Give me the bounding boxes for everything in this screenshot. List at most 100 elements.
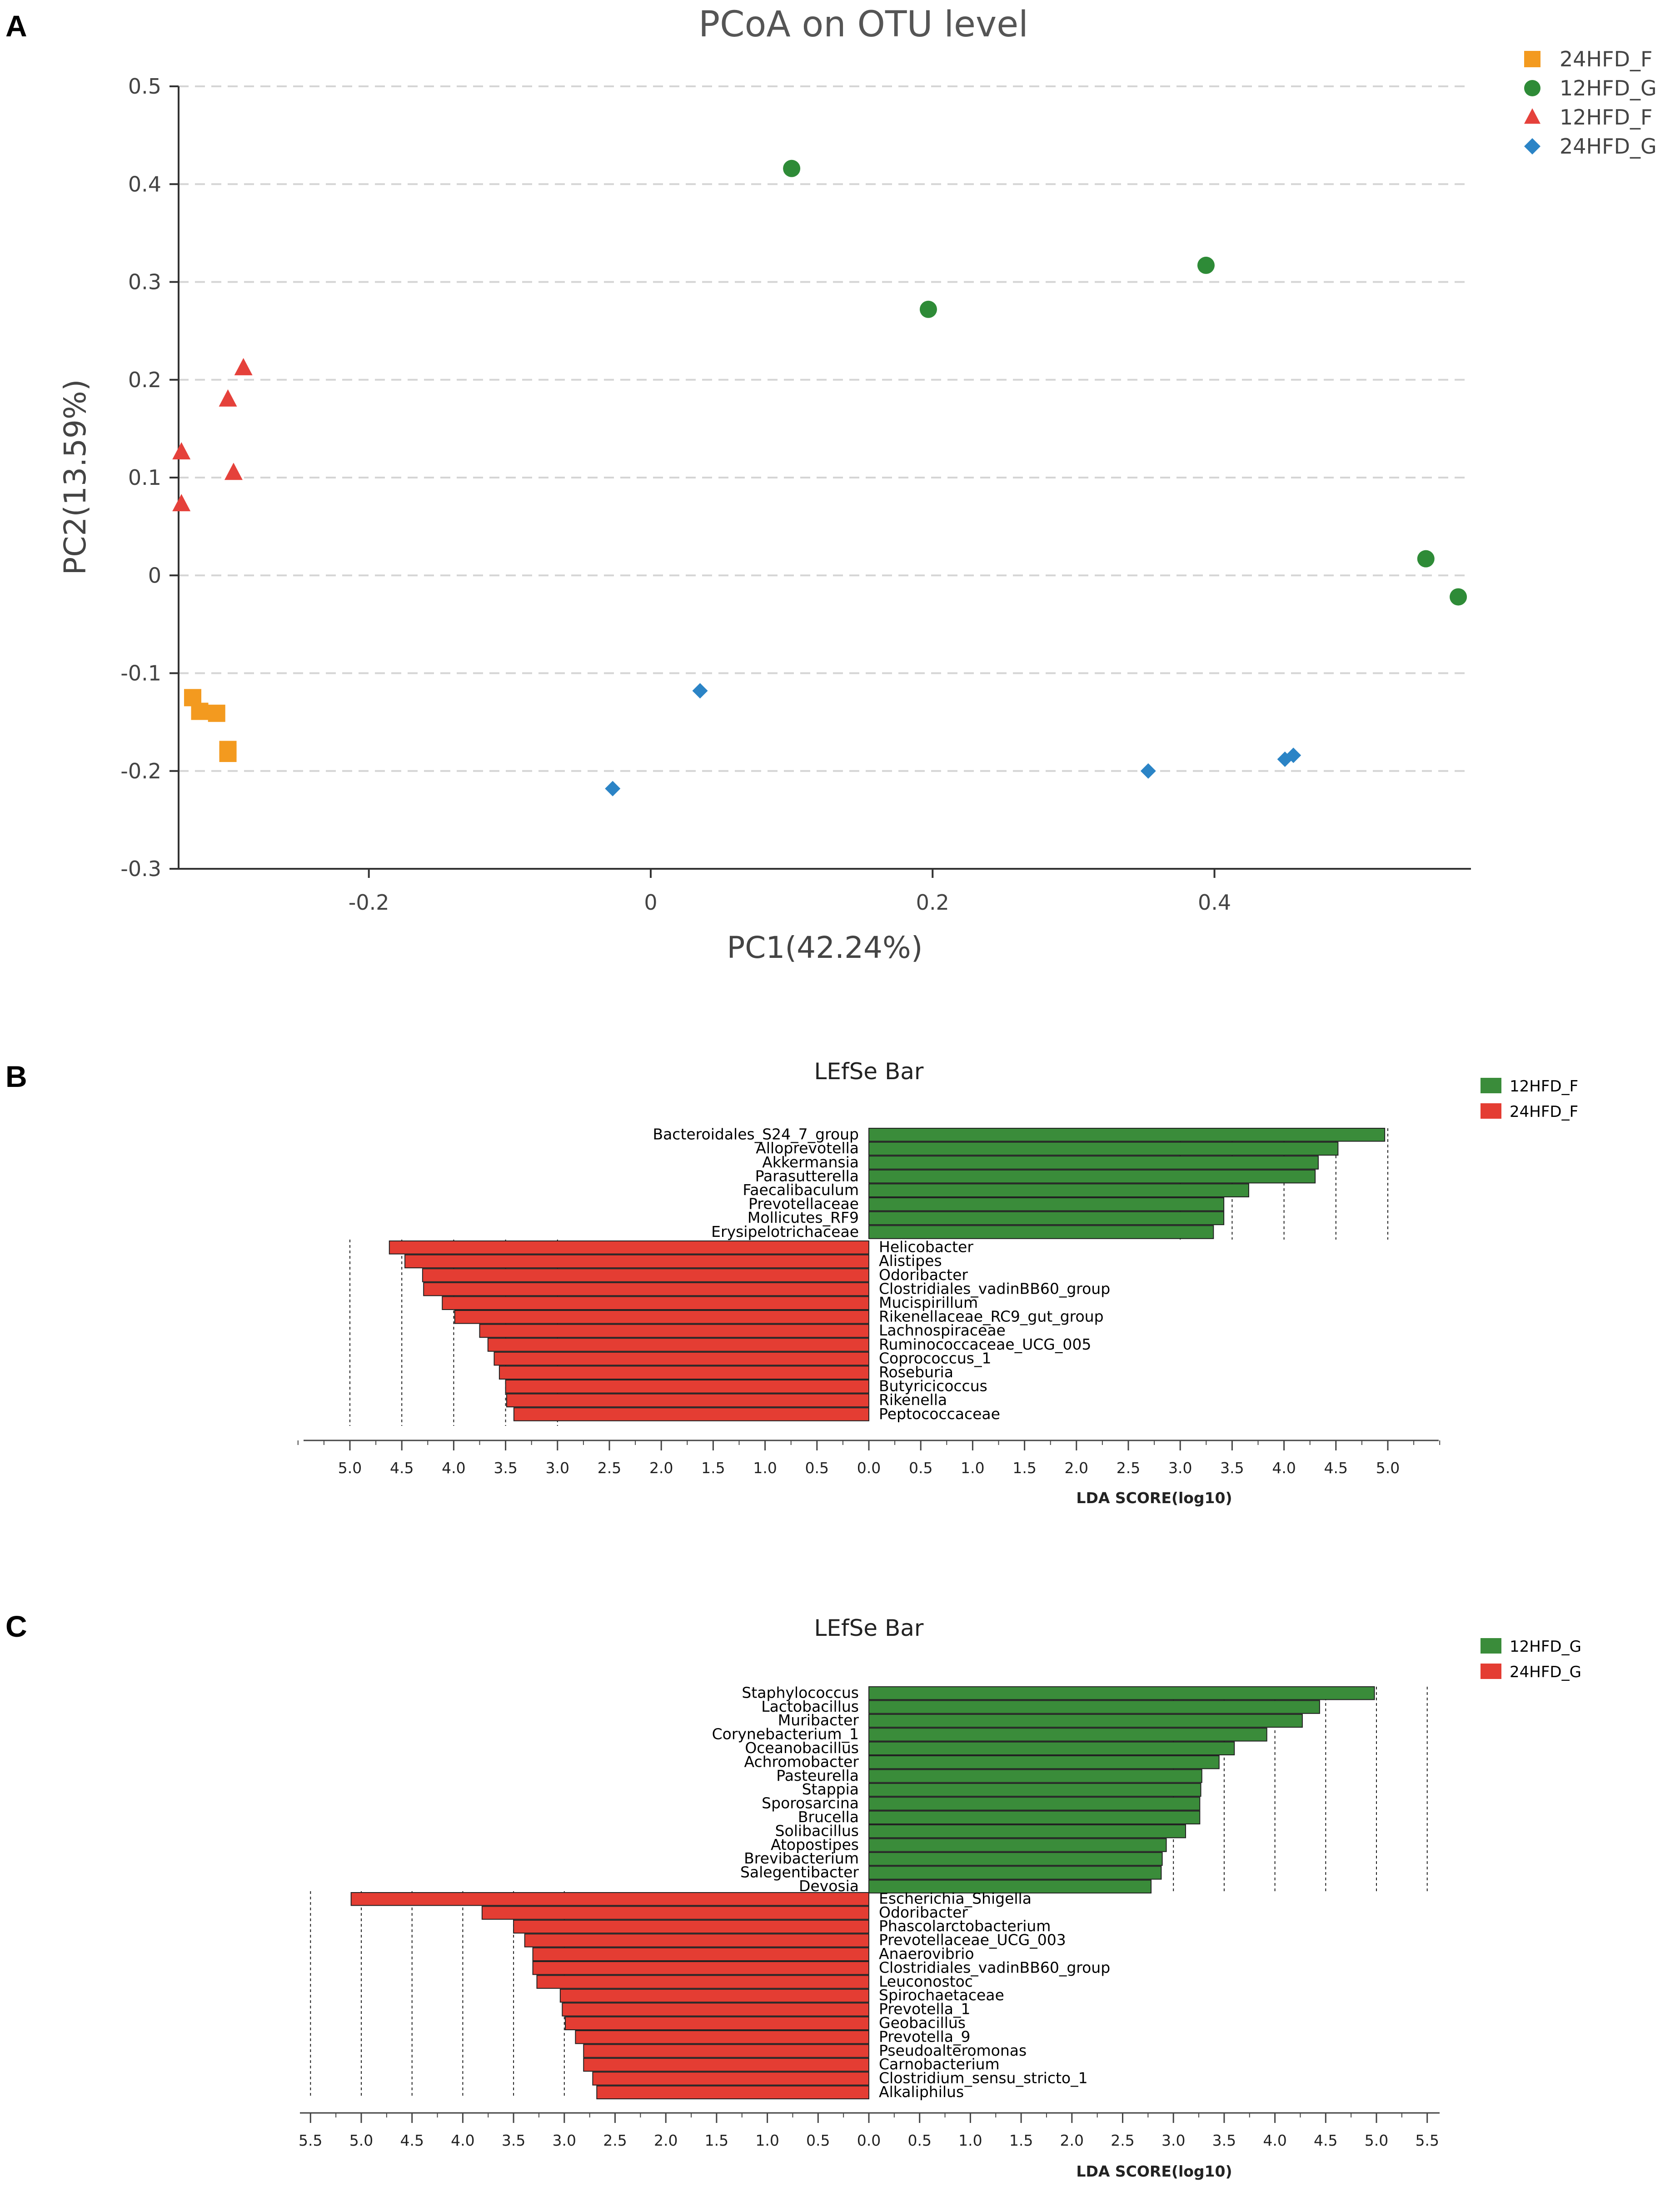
pcoa-point-24HFD_F xyxy=(208,704,225,722)
lefse-x-tick-label: 3.5 xyxy=(502,2132,525,2149)
lefse-bar-12HFD_F xyxy=(868,1128,1386,1142)
lefse-legend-label-24HFD_F: 24HFD_F xyxy=(1510,1103,1578,1121)
pcoa-point-12HFD_F xyxy=(219,389,237,407)
lefse-legend-label-12HFD_G: 12HFD_G xyxy=(1510,1638,1581,1656)
lefse-x-tick-label: 4.5 xyxy=(1324,1459,1348,1477)
lefse-bar-24HFD_F xyxy=(513,1407,869,1421)
lefse-bar-24HFD_G xyxy=(583,2044,869,2058)
lefse-bar-24HFD_F xyxy=(404,1254,869,1269)
lefse-bar-24HFD_G xyxy=(559,1988,869,2003)
lefse-x-tick-label: 2.5 xyxy=(603,2132,627,2149)
lefse-bar-12HFD_F xyxy=(868,1211,1225,1226)
lefse-bar-label: Mucispirillum xyxy=(879,1294,978,1311)
lefse-bar-12HFD_F xyxy=(868,1141,1339,1156)
lefse-x-tick-label: 1.0 xyxy=(958,2132,982,2149)
lefse-x-tick-label: 0.5 xyxy=(909,1459,932,1477)
lefse-x-tick-label: 5.0 xyxy=(1365,2132,1388,2149)
lefse-bar-24HFD_F xyxy=(422,1268,869,1282)
pcoa-legend-marker-24HFD_F xyxy=(1524,51,1540,67)
pcoa-legend-marker-24HFD_G xyxy=(1524,138,1540,154)
lefse-x-tick-label: 2.0 xyxy=(649,1459,673,1477)
lefse-bar-label: Alkaliphilus xyxy=(879,2083,964,2101)
lefse-bar-24HFD_G xyxy=(513,1919,869,1934)
lefse-bar-label: Butyricicoccus xyxy=(879,1377,987,1395)
lefse-b-x-axis-label: LDA SCORE(log10) xyxy=(1076,1489,1232,1507)
lefse-x-tick-label: 4.5 xyxy=(1314,2132,1337,2149)
lefse-bar-label: Pasteurella xyxy=(776,1767,859,1784)
lefse-bar-12HFD_G xyxy=(868,1769,1202,1783)
lefse-bar-label: Clostridiales_vadinBB60_group xyxy=(879,1280,1110,1297)
lefse-bar-24HFD_G xyxy=(532,1947,869,1962)
pcoa-y-tick-label: 0 xyxy=(148,563,161,588)
pcoa-y-tick-label: -0.3 xyxy=(120,857,161,881)
lefse-chart-c: LEfSe Bar StaphylococcusLactobacillusMur… xyxy=(299,1615,1581,2180)
lefse-x-tick-label: 2.5 xyxy=(598,1459,621,1477)
lefse-bar-24HFD_G xyxy=(575,2030,869,2044)
lefse-bar-label: Prevotellaceae xyxy=(748,1195,859,1213)
lefse-bar-12HFD_G xyxy=(868,1686,1375,1700)
pcoa-point-12HFD_F xyxy=(172,442,191,460)
lefse-chart-b: LEfSe Bar Bacteroidales_S24_7_groupAllop… xyxy=(297,1058,1578,1507)
lefse-bar-label: Parasutterella xyxy=(755,1167,859,1185)
lefse-legend-label-24HFD_G: 24HFD_G xyxy=(1510,1663,1581,1681)
pcoa-legend-label-12HFD_F: 12HFD_F xyxy=(1560,105,1652,130)
lefse-x-tick-label: 0.5 xyxy=(806,2132,830,2149)
lefse-x-tick-label: 4.5 xyxy=(400,2132,424,2149)
lefse-x-tick-label: 3.5 xyxy=(1212,2132,1236,2149)
lefse-bar-24HFD_G xyxy=(481,1906,869,1920)
lefse-bar-12HFD_G xyxy=(868,1824,1186,1838)
lefse-bar-label: Achromobacter xyxy=(744,1753,859,1770)
lefse-bar-12HFD_G xyxy=(868,1879,1152,1894)
panel-label-c: C xyxy=(5,1609,27,1643)
lefse-bar-label: Pseudoalteromonas xyxy=(879,2042,1027,2059)
lefse-bar-label: Escherichia_Shigella xyxy=(879,1889,1032,1907)
pcoa-legend-label-24HFD_F: 24HFD_F xyxy=(1560,47,1652,71)
lefse-bar-24HFD_G xyxy=(583,2057,869,2072)
lefse-legend-swatch-12HFD_G xyxy=(1481,1638,1501,1654)
lefse-bar-12HFD_G xyxy=(868,1810,1201,1825)
lefse-bar-label: Spirochaetaceae xyxy=(879,1986,1004,2004)
pcoa-title: PCoA on OTU level xyxy=(698,4,1028,45)
lefse-bar-label: Carnobacterium xyxy=(879,2055,1000,2073)
lefse-legend-swatch-24HFD_F xyxy=(1481,1103,1501,1119)
lefse-bar-label: Devosia xyxy=(799,1877,859,1895)
lefse-bar-12HFD_G xyxy=(868,1700,1320,1714)
pcoa-y-tick-label: 0.2 xyxy=(128,368,161,392)
lefse-bar-label: Prevotella_1 xyxy=(879,2000,970,2018)
lefse-bar-24HFD_G xyxy=(524,1933,869,1948)
lefse-bar-label: Odoribacter xyxy=(879,1903,968,1921)
lefse-x-tick-label: 1.0 xyxy=(961,1459,984,1477)
pcoa-y-tick-label: 0.1 xyxy=(128,465,161,490)
lefse-x-tick-label: 4.5 xyxy=(390,1459,414,1477)
lefse-bar-label: Leuconostoc xyxy=(879,1973,973,1990)
lefse-bar-24HFD_G xyxy=(532,1961,869,1975)
lefse-bar-24HFD_F xyxy=(423,1282,869,1296)
lefse-bar-12HFD_G xyxy=(868,1797,1201,1811)
pcoa-chart: PCoA on OTU level -0.3 -0.2 -0.1 0 0.1 0.2 0.3… xyxy=(58,4,1657,965)
lefse-bar-label: Sporosarcina xyxy=(762,1794,859,1812)
lefse-x-tick-label: 2.0 xyxy=(1065,1459,1088,1477)
pcoa-point-12HFD_G xyxy=(1450,588,1467,606)
lefse-bar-label: Helicobacter xyxy=(879,1238,973,1256)
lefse-bar-24HFD_F xyxy=(494,1351,869,1366)
pcoa-point-24HFD_G xyxy=(1140,763,1156,779)
lefse-bar-24HFD_G xyxy=(536,1975,870,1989)
lefse-bar-24HFD_F xyxy=(487,1338,869,1352)
lefse-x-tick-label: 1.5 xyxy=(1009,2132,1033,2149)
lefse-c-title: LEfSe Bar xyxy=(814,1615,924,1641)
lefse-bar-label: Brevibacterium xyxy=(744,1849,859,1867)
lefse-bar-12HFD_F xyxy=(868,1197,1225,1211)
lefse-bar-label: Clostridium_sensu_stricto_1 xyxy=(879,2069,1088,2087)
pcoa-point-12HFD_G xyxy=(919,300,937,318)
lefse-bar-label: Brucella xyxy=(798,1808,859,1826)
pcoa-y-tick-label: 0.4 xyxy=(128,172,161,196)
lefse-bar-24HFD_F xyxy=(505,1380,869,1394)
lefse-bar-24HFD_G xyxy=(592,2072,870,2086)
lefse-bar-12HFD_G xyxy=(868,1714,1303,1728)
lefse-bar-label: Clostridiales_vadinBB60_group xyxy=(879,1958,1110,1976)
lefse-x-tick-label: 3.0 xyxy=(546,1459,569,1477)
lefse-x-tick-label: 5.0 xyxy=(1376,1459,1400,1477)
lefse-bar-label: Mollicutes_RF9 xyxy=(748,1209,859,1226)
lefse-x-tick-label: 5.0 xyxy=(338,1459,362,1477)
